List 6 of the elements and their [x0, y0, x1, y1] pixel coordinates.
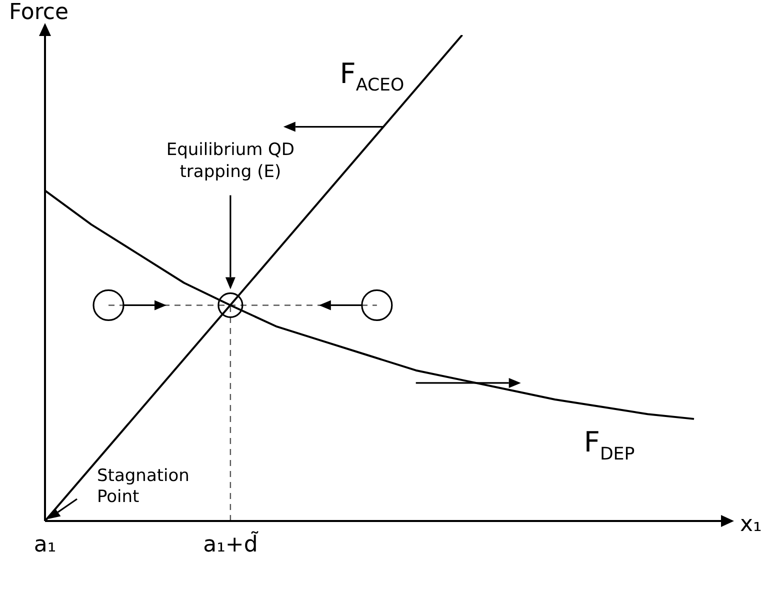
x-axis-title: x₁ — [740, 512, 762, 537]
y-axis-title: Force — [9, 0, 69, 25]
annotation: Equilibrium QD trapping (E) — [166, 140, 295, 182]
annotation: Stagnation Point — [97, 466, 190, 507]
x-tick-label: a₁+d̃ — [203, 530, 260, 558]
x-tick-label: a₁ — [34, 532, 56, 558]
